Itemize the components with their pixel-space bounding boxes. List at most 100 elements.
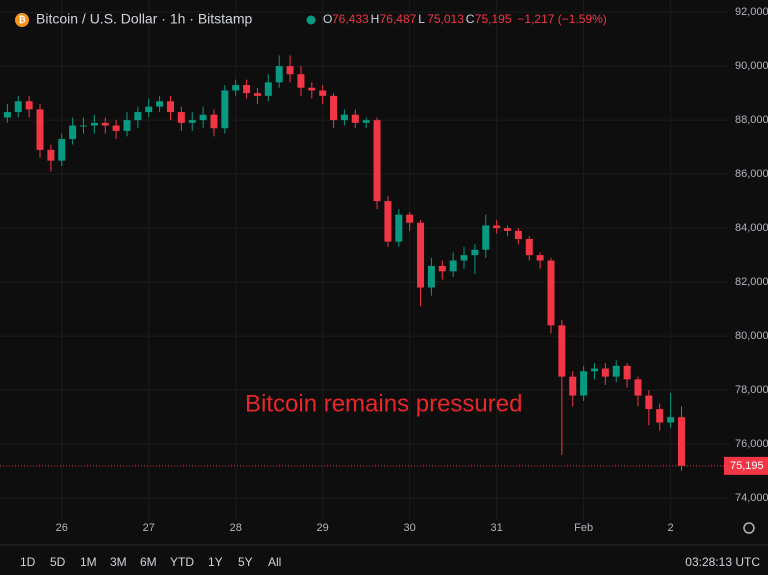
candle-body	[623, 365, 631, 380]
y-tick-label: 88,000	[735, 114, 768, 126]
candle-body	[558, 325, 566, 377]
ohlc-label: L	[418, 12, 425, 26]
candle-body	[79, 125, 87, 127]
candle-body	[656, 409, 664, 423]
coin-symbol: ₿	[18, 14, 25, 24]
candle-body	[36, 109, 44, 150]
candle-body	[482, 225, 490, 250]
candle-body	[601, 368, 609, 377]
range-button[interactable]: 1M	[80, 555, 97, 569]
ohlc-value: 76,433	[332, 12, 369, 26]
clock: 03:28:13 UTC	[685, 555, 760, 569]
candle-body	[58, 139, 66, 161]
candle-body	[210, 114, 218, 129]
y-tick-label: 82,000	[735, 276, 768, 288]
candle-body	[460, 255, 468, 261]
ohlc-label: C	[466, 12, 475, 26]
candle-body	[612, 365, 620, 377]
ohlc-legend: O 76,433 H 76,487 L 75,013 C 75,195 −1,217 (−1.5…	[323, 12, 607, 26]
candle-body	[123, 120, 131, 131]
range-button[interactable]: 6M	[140, 555, 157, 569]
range-button[interactable]: 5Y	[238, 555, 253, 569]
candle-body	[145, 106, 153, 113]
candle-body	[384, 201, 392, 242]
candle-body	[536, 255, 544, 261]
x-tick-label: Feb	[574, 522, 593, 534]
candle-body	[438, 265, 446, 272]
candle-body	[362, 120, 370, 123]
x-tick-label: 28	[230, 522, 242, 534]
y-tick-label: 86,000	[735, 168, 768, 180]
candle-body	[493, 225, 501, 229]
x-tick-label: 26	[56, 522, 68, 534]
candle-body	[547, 260, 555, 326]
annotation: Bitcoin remains pressured	[245, 390, 522, 417]
x-tick-label: 29	[317, 522, 329, 534]
candle-body	[340, 114, 348, 121]
last-price-label: 75,195	[730, 460, 764, 472]
range-button[interactable]: All	[268, 555, 281, 569]
candle-body	[69, 125, 77, 140]
candle-body	[25, 101, 33, 110]
range-button[interactable]: 1D	[20, 555, 36, 569]
ohlc-label: H	[371, 12, 380, 26]
y-tick-label: 74,000	[735, 492, 768, 504]
candle-body	[3, 112, 11, 118]
x-tick-label: 30	[404, 522, 416, 534]
candle-body	[232, 85, 240, 91]
candle-body	[275, 66, 283, 83]
candle-body	[14, 101, 22, 113]
y-tick-label: 80,000	[735, 330, 768, 342]
candle-body	[406, 214, 414, 223]
market-status[interactable]	[306, 15, 316, 25]
x-tick-label: 2	[668, 522, 674, 534]
candle-body	[351, 114, 359, 123]
candle-body	[395, 214, 403, 242]
y-tick-label: 90,000	[735, 60, 768, 72]
candle-body	[590, 368, 598, 372]
candle-body	[297, 74, 305, 88]
candle-body	[667, 417, 675, 423]
chart-title: Bitcoin / U.S. Dollar · 1h · Bitstamp	[36, 11, 253, 27]
candle-body	[569, 376, 577, 396]
y-tick-label: 78,000	[735, 384, 768, 396]
candle-body	[101, 122, 109, 126]
ohlc-value: 75,195	[475, 12, 512, 26]
range-button[interactable]: 5D	[50, 555, 66, 569]
candle-body	[199, 114, 207, 121]
y-tick-label: 92,000	[735, 6, 768, 18]
candle-body	[47, 149, 55, 161]
candle-body	[525, 238, 533, 256]
candle-body	[243, 85, 251, 94]
range-button[interactable]: YTD	[170, 555, 194, 569]
x-tick-label: 31	[491, 522, 503, 534]
candle-body	[156, 101, 164, 107]
coin-icon	[15, 13, 29, 27]
candle-body	[221, 90, 229, 129]
y-tick-label: 76,000	[735, 438, 768, 450]
x-tick-label: 27	[143, 522, 155, 534]
candle-body	[253, 93, 261, 96]
candle-body	[514, 230, 522, 239]
range-button[interactable]: 1Y	[208, 555, 223, 569]
settings-button[interactable]	[743, 522, 755, 534]
candle-body	[677, 417, 685, 466]
candle-body	[330, 95, 338, 121]
candle-body	[373, 120, 381, 202]
ohlc-value: 75,013	[427, 12, 464, 26]
y-tick-label: 84,000	[735, 222, 768, 234]
candle-body	[417, 222, 425, 288]
candle-body	[471, 249, 479, 256]
candle-body	[319, 90, 327, 96]
candle-body	[177, 112, 185, 123]
candle-body	[504, 228, 512, 231]
range-button[interactable]: 3M	[110, 555, 127, 569]
candle-body	[112, 125, 120, 131]
candle-body	[286, 66, 294, 75]
ohlc-value: 76,487	[380, 12, 417, 26]
candle-body	[188, 120, 196, 123]
candle-body	[166, 101, 174, 113]
